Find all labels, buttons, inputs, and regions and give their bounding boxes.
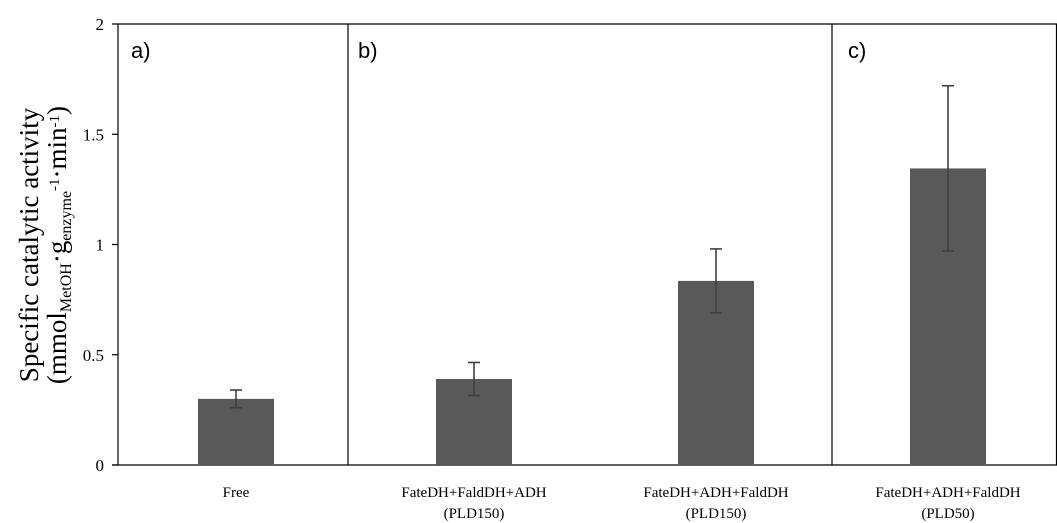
category-label-line2: (PLD150)	[444, 506, 505, 522]
y-tick-label: 1	[96, 236, 105, 255]
y-axis-title-part: ·g	[42, 241, 72, 264]
y-axis-title-line2: (mmolMetOH·genzyme-1·min-1)	[42, 106, 75, 384]
category-label: Free	[223, 485, 250, 501]
y-axis-title-part: -1	[47, 178, 63, 191]
y-tick-label: 0	[96, 456, 105, 475]
y-axis-title-part: enzyme	[58, 191, 75, 241]
y-axis-title-part: )	[42, 106, 72, 115]
category-label: FateDH+FaldDH+ADH	[401, 485, 546, 501]
category-label: FateDH+ADH+FaldDH	[875, 485, 1020, 501]
y-tick-label: 2	[96, 15, 105, 34]
category-label: FateDH+ADH+FaldDH	[643, 485, 788, 501]
y-tick-label: 1.5	[83, 125, 104, 144]
y-axis-title-line1: Specific catalytic activity	[14, 107, 44, 382]
panel-label: a)	[131, 38, 151, 63]
category-label-line2: (PLD150)	[686, 506, 747, 522]
y-axis-title-part: ·min	[42, 127, 72, 178]
category-label-line2: (PLD50)	[921, 506, 974, 522]
panel-label: c)	[848, 38, 866, 63]
y-axis-title-part: MetOH	[58, 263, 75, 312]
y-axis-title: Specific catalytic activity(mmolMetOH·ge…	[14, 106, 75, 384]
panel-label: b)	[358, 38, 378, 63]
bar	[198, 398, 274, 465]
y-axis-title-part: -1	[47, 115, 63, 128]
y-axis-title-part: (mmol	[42, 312, 72, 384]
y-tick-label: 0.5	[83, 346, 104, 365]
